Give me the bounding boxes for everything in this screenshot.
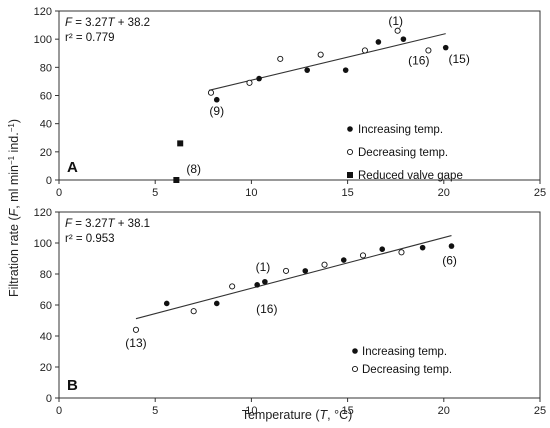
point-annotation: (16) [256, 302, 277, 316]
legend-marker [352, 348, 358, 354]
legend-entry: Increasing temp. [358, 124, 443, 136]
data-point [173, 177, 180, 183]
x-tick-label: 25 [534, 405, 546, 417]
y-tick-label: 120 [34, 6, 52, 18]
x-tick-label: 0 [56, 187, 62, 199]
series-2 [173, 140, 184, 183]
panel-letter: A [67, 159, 78, 176]
y-tick-label: 60 [40, 300, 52, 312]
legend-marker [347, 126, 353, 132]
data-point [361, 47, 368, 54]
data-point [246, 79, 253, 86]
regression-equation: F = 3.27T + 38.2 [65, 17, 150, 29]
x-tick-label: 15 [341, 405, 353, 417]
y-tick-label: 0 [46, 175, 52, 187]
series-0 [163, 243, 455, 307]
data-point [340, 257, 347, 263]
data-point [448, 243, 455, 249]
data-point [190, 308, 197, 315]
point-annotation: (13) [125, 336, 146, 350]
legend-marker [351, 365, 359, 373]
y-tick-label: 80 [40, 269, 52, 281]
data-point [379, 246, 386, 252]
y-tick-label: 20 [40, 362, 52, 374]
x-tick-label: 20 [438, 187, 450, 199]
regression-equation: F = 3.27T + 38.1 [65, 218, 150, 230]
point-annotation: (8) [186, 162, 201, 176]
point-annotation: (1) [388, 14, 403, 28]
data-point [302, 268, 309, 274]
data-point [132, 326, 140, 333]
data-point [342, 67, 349, 73]
x-tick-label: 25 [534, 187, 546, 199]
legend-entry: Decreasing temp. [362, 364, 452, 376]
legend-entry: Increasing temp. [362, 346, 447, 358]
data-point [213, 300, 220, 307]
legend-marker [346, 148, 354, 156]
x-tick-label: 15 [341, 187, 353, 199]
data-point [394, 27, 401, 34]
y-tick-label: 80 [40, 62, 52, 74]
point-annotation: (9) [209, 104, 224, 118]
series-0 [213, 36, 449, 103]
x-tick-label: 5 [152, 187, 158, 199]
data-point [419, 244, 426, 251]
data-point [359, 252, 367, 259]
data-point [277, 55, 284, 62]
panel-a: 0 5 10 15 20 25 0 20 40 60 80 100 120 F = 3.27T + 38.… [34, 6, 546, 199]
y-tick-label: 100 [34, 34, 52, 46]
data-point [256, 75, 262, 82]
legend-entry: Decreasing temp. [358, 147, 448, 159]
point-annotation: (16) [408, 54, 429, 68]
data-point [425, 47, 432, 54]
plot-frame [58, 211, 541, 399]
data-point [177, 140, 184, 147]
panel-letter: B [67, 377, 78, 394]
x-tick-label: 10 [245, 405, 257, 417]
r-squared-label: r² = 0.779 [65, 32, 115, 44]
series-1 [207, 27, 432, 96]
data-point [254, 282, 260, 288]
legend: Increasing temp. Decreasing temp. [351, 346, 452, 376]
data-point [398, 249, 405, 256]
data-point [442, 44, 449, 51]
series-1 [132, 249, 405, 333]
y-tick-label: 0 [46, 393, 52, 405]
data-point [207, 89, 215, 96]
x-tick-label: 20 [438, 405, 450, 417]
data-point [229, 283, 236, 290]
x-axis-label: Temperature (T, °C) [242, 408, 353, 422]
point-annotation: (15) [449, 52, 470, 66]
data-point [304, 67, 310, 73]
y-tick-label: 40 [40, 119, 52, 131]
y-axis-label: Filtration rate (F, ml min−1 ind.−1) [7, 119, 22, 297]
data-point [262, 278, 268, 285]
regression-line [135, 235, 452, 320]
y-tick-label: 60 [40, 91, 52, 103]
legend-entry: Reduced valve gape [358, 170, 463, 182]
data-point [317, 51, 324, 58]
plot-frame [58, 10, 541, 181]
data-point [282, 267, 290, 274]
y-tick-label: 20 [40, 147, 52, 159]
y-tick-label: 100 [34, 238, 52, 250]
data-point [400, 36, 407, 42]
data-point [213, 96, 220, 103]
point-annotation: (6) [442, 254, 457, 268]
legend-marker [347, 172, 353, 178]
data-point [321, 261, 328, 268]
data-point [163, 300, 170, 307]
legend: Increasing temp. Decreasing temp. Reduced … [346, 124, 463, 182]
y-tick-label: 40 [40, 331, 52, 343]
x-tick-label: 0 [56, 405, 62, 417]
y-tick-label: 120 [34, 207, 52, 219]
x-tick-label: 10 [245, 187, 257, 199]
x-tick-label: 5 [152, 405, 158, 417]
data-point [375, 39, 382, 45]
point-annotation: (1) [256, 260, 271, 274]
panel-b: 0 5 10 15 20 25 0 20 40 60 80 100 120 F = 3.27T + 38.… [34, 207, 546, 417]
r-squared-label: r² = 0.953 [65, 233, 115, 245]
